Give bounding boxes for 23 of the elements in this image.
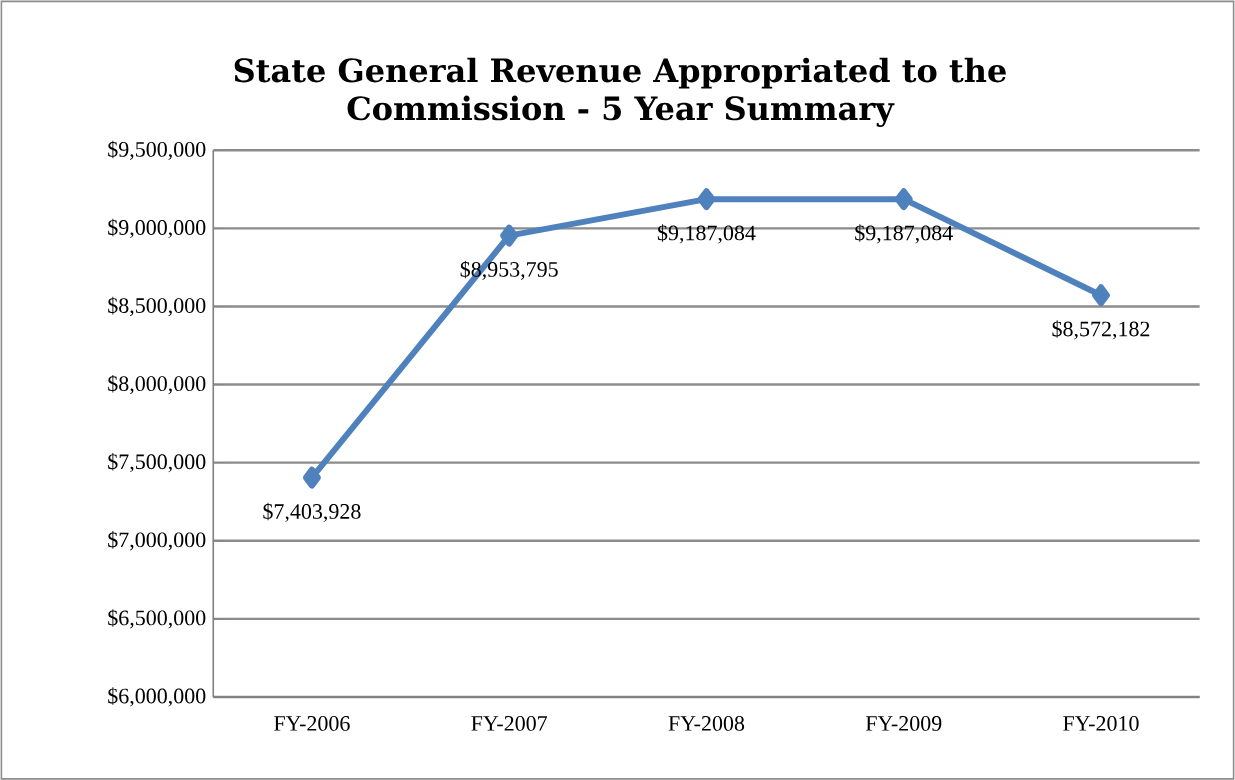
data-label: $7,403,928 (263, 502, 361, 522)
x-tick-label: FY-2010 (1063, 715, 1139, 731)
y-tick-label: $9,000,000 (108, 218, 206, 238)
y-tick-label: $7,000,000 (108, 530, 206, 551)
y-tick-label: $9,500,000 (108, 140, 206, 160)
point (1092, 284, 1110, 307)
point (500, 224, 519, 247)
y-tick-label: $6,000,000 (108, 687, 206, 707)
x-tick-label: FY-2009 (865, 715, 942, 731)
y-tick-label: $6,500,000 (108, 609, 206, 629)
data-label: $8,572,182 (1052, 320, 1150, 340)
data-label: $9,187,084 (657, 224, 756, 244)
y-tick-label: $8,500,000 (108, 296, 206, 316)
point (894, 188, 913, 211)
chart-title: State General Revenue Appropriated to the Commission - 5 Year Summary (234, 57, 1006, 127)
point (697, 188, 716, 211)
data-label: $9,187,084 (855, 224, 953, 244)
y-tick-label: $7,500,000 (108, 452, 206, 473)
x-tick-label: FY-2008 (668, 715, 745, 731)
point (302, 466, 321, 489)
x-tick-label: FY-2006 (274, 715, 350, 731)
x-tick-label: FY-2007 (471, 715, 548, 731)
y-tick-label: $8,000,000 (108, 374, 206, 395)
